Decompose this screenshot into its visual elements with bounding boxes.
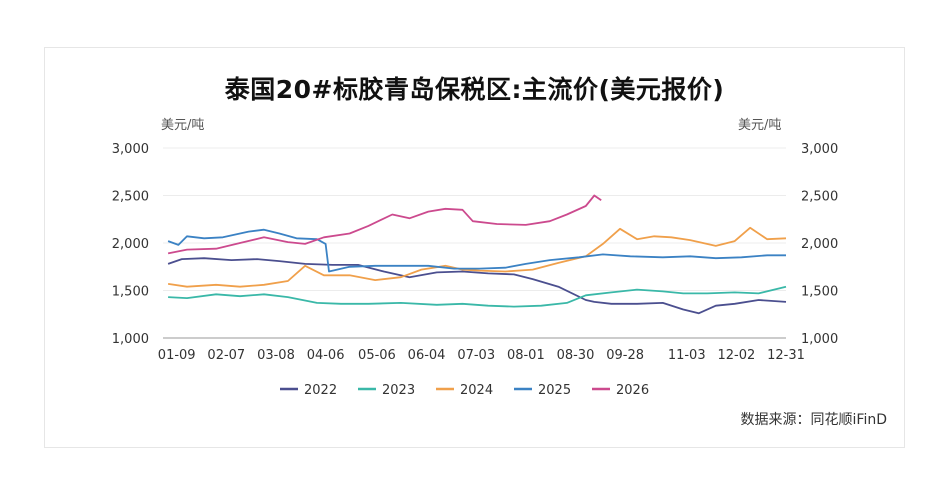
- x-tick-label: 08-30: [557, 348, 595, 363]
- y-tick-label-right: 1,000: [801, 332, 838, 347]
- x-tick-label: 04-06: [307, 348, 345, 363]
- y-tick-label-right: 2,500: [801, 190, 838, 205]
- x-tick-label: 09-28: [606, 348, 644, 363]
- x-tick-label: 11-03: [668, 348, 706, 363]
- y-tick-label-left: 3,000: [112, 142, 149, 157]
- series-line-2023: [168, 285, 787, 308]
- x-tick-label: 03-08: [257, 348, 295, 363]
- legend-label: 2024: [460, 383, 493, 398]
- grid-layer: [163, 147, 786, 339]
- chart-title: 泰国20#标胶青岛保税区:主流价(美元报价): [224, 75, 725, 104]
- y-tick-label-left: 1,500: [112, 285, 149, 300]
- x-tick-label: 12-31: [767, 348, 805, 363]
- series-layer: [167, 194, 787, 315]
- legend-item-2023[interactable]: 2023: [358, 383, 415, 398]
- y-tick-label-left: 1,000: [112, 332, 149, 347]
- chart-card: [44, 47, 905, 448]
- legend-item-2024[interactable]: 2024: [436, 383, 493, 398]
- series-line-2022: [167, 257, 787, 315]
- x-tick-label: 01-09: [158, 348, 196, 363]
- legend-item-2025[interactable]: 2025: [514, 383, 571, 398]
- legend-label: 2023: [382, 383, 415, 398]
- x-tick-label: 05-06: [358, 348, 396, 363]
- y-tick-label-right: 2,000: [801, 237, 838, 252]
- x-tick-label: 08-01: [507, 348, 545, 363]
- source-note: 数据来源：同花顺iFinD: [740, 412, 887, 428]
- series-line-2025: [167, 228, 786, 273]
- series-line-2024: [167, 226, 787, 288]
- legend-item-2026[interactable]: 2026: [592, 383, 649, 398]
- legend: 2022 2023 2024 2025 2026: [280, 383, 649, 398]
- y-tick-label-left: 2,000: [112, 237, 149, 252]
- y-tick-label-left: 2,500: [112, 190, 149, 205]
- y-tick-label-right: 3,000: [801, 142, 838, 157]
- x-tick-label: 06-04: [408, 348, 446, 363]
- y-tick-label-right: 1,500: [801, 285, 838, 300]
- x-tick-label: 12-02: [717, 348, 755, 363]
- legend-label: 2022: [304, 383, 337, 398]
- left-unit-label: 美元/吨: [161, 118, 205, 133]
- x-tick-label: 07-03: [457, 348, 495, 363]
- series-line-2026: [167, 194, 602, 255]
- x-tick-label: 02-07: [207, 348, 245, 363]
- legend-item-2022[interactable]: 2022: [280, 383, 337, 398]
- right-unit-label: 美元/吨: [738, 118, 782, 133]
- legend-label: 2026: [616, 383, 649, 398]
- legend-label: 2025: [538, 383, 571, 398]
- tick-layer: 1,000 1,000 1,500 1,500 2,000 2,000 2,500 2,500…: [112, 142, 838, 363]
